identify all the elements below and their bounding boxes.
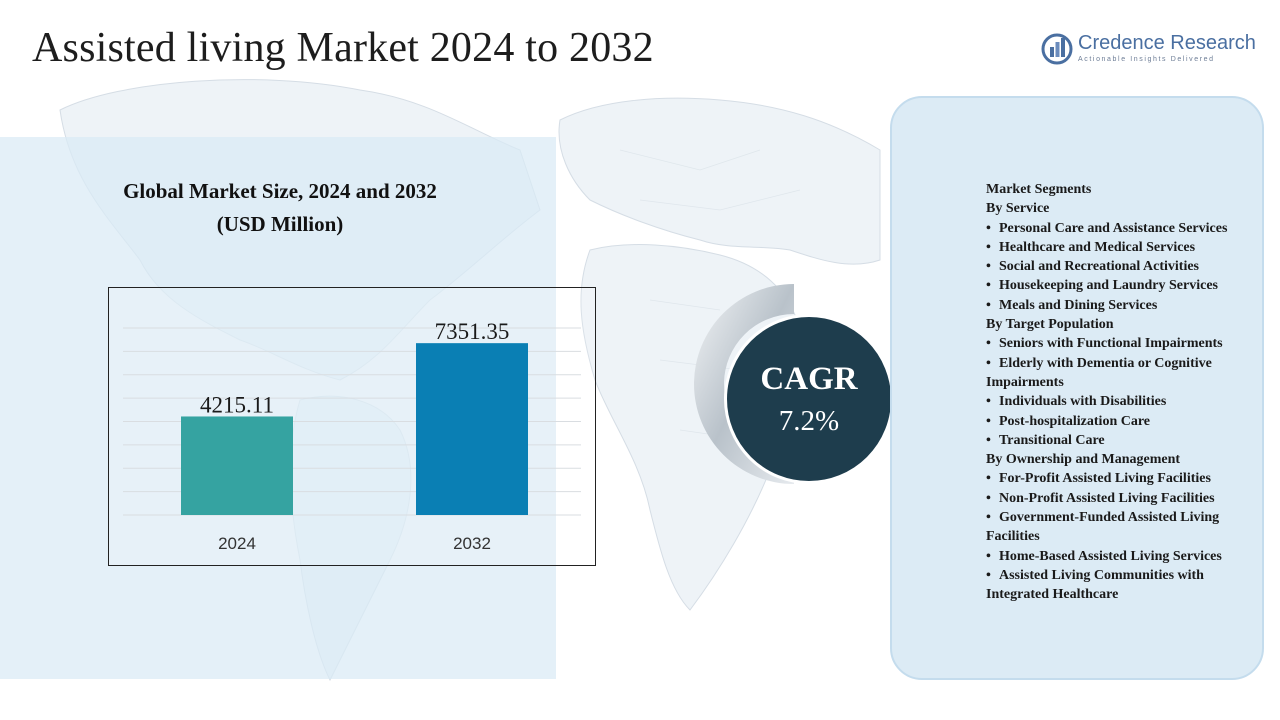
chart-title-line-2: (USD Million) <box>216 212 344 236</box>
segment-item: • Personal Care and Assistance Services <box>986 220 1228 236</box>
logo-icon <box>1041 33 1073 65</box>
segment-item: • Government-Funded Assisted Living Facil… <box>986 510 1220 545</box>
segment-item: • Healthcare and Medical Services <box>986 239 1196 255</box>
data-label-2024: 4215.11 <box>200 392 274 417</box>
segment-group-title: By Ownership and Management <box>986 452 1181 468</box>
market-segments: Market Segments By Service • Personal Car… <box>986 180 1256 605</box>
segment-item: • Elderly with Dementia or Cognitive Impa… <box>986 355 1212 390</box>
bar-2024 <box>181 416 293 515</box>
segment-item: • Social and Recreational Activities <box>986 259 1199 275</box>
chart-title: Global Market Size, 2024 and 2032 (USD M… <box>60 175 500 241</box>
segment-group-title: By Service <box>986 201 1050 217</box>
bar-2032 <box>416 343 528 515</box>
company-logo: Credence Research Actionable Insights De… <box>1040 30 1256 70</box>
page-title: Assisted living Market 2024 to 2032 <box>32 25 654 71</box>
bar-chart: 4215.11 2024 7351.35 2032 <box>108 287 596 566</box>
segment-group-title: By Target Population <box>986 317 1114 333</box>
segment-item: • Individuals with Disabilities <box>986 394 1167 410</box>
segment-item: • Post-hospitalization Care <box>986 413 1151 429</box>
cagr-label: CAGR <box>760 361 858 397</box>
segment-item: • Non-Profit Assisted Living Facilities <box>986 490 1215 506</box>
logo-tagline: Actionable Insights Delivered <box>1078 56 1215 63</box>
chart-title-line-1: Global Market Size, 2024 and 2032 <box>123 179 437 203</box>
x-tick-label-2032: 2032 <box>453 534 491 553</box>
segment-item: • Assisted Living Communities with Integr… <box>986 567 1204 603</box>
segment-item: • Transitional Care <box>986 432 1105 448</box>
cagr-badge: CAGR 7.2% <box>724 314 894 484</box>
segment-item: • For-Profit Assisted Living Facilities <box>986 471 1211 487</box>
segments-panel <box>890 96 1264 680</box>
segment-item: • Seniors with Functional Impairments <box>986 336 1223 352</box>
cagr-ring <box>694 284 794 484</box>
bar-chart-svg: 4215.11 2024 7351.35 2032 <box>123 319 581 553</box>
x-tick-label-2024: 2024 <box>218 534 256 553</box>
segment-item: • Housekeeping and Laundry Services <box>986 278 1218 294</box>
segment-item: • Meals and Dining Services <box>986 297 1158 313</box>
data-label-2032: 7351.35 <box>435 319 510 344</box>
segments-heading: Market Segments <box>986 182 1092 197</box>
segment-item: • Home-Based Assisted Living Services <box>986 548 1222 564</box>
logo-name: Credence Research <box>1078 32 1256 54</box>
cagr-value: 7.2% <box>778 405 840 437</box>
